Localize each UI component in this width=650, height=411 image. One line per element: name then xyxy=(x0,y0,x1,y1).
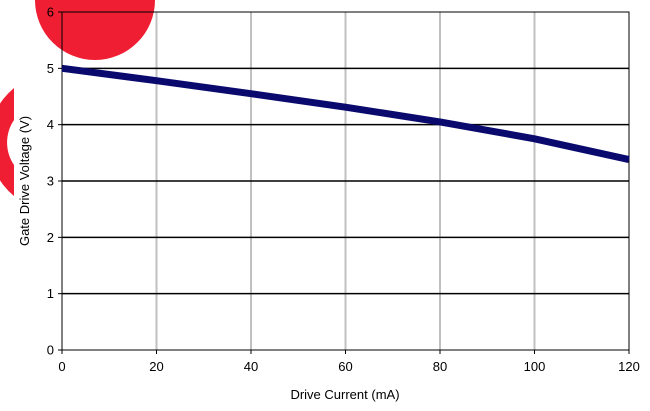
y-tick-label-3: 3 xyxy=(47,174,54,189)
y-tick-label-6: 6 xyxy=(47,5,54,20)
y-tick-label-5: 5 xyxy=(47,61,54,76)
x-tick-label-0: 0 xyxy=(58,359,65,374)
x-axis-ticks: 0 20 40 60 80 100 120 xyxy=(58,350,640,374)
decorative-red-shapes xyxy=(0,0,155,196)
y-tick-label-2: 2 xyxy=(47,230,54,245)
y-tick-label-0: 0 xyxy=(47,343,54,358)
x-tick-label-120: 120 xyxy=(618,359,640,374)
x-tick-label-40: 40 xyxy=(244,359,258,374)
y-axis-title: Gate Drive Voltage (V) xyxy=(17,116,32,246)
x-tick-label-80: 80 xyxy=(433,359,447,374)
y-axis-ticks: 0 1 2 3 4 5 6 xyxy=(47,5,62,358)
x-axis-title: Drive Current (mA) xyxy=(290,387,399,402)
x-tick-label-100: 100 xyxy=(524,359,546,374)
y-tick-label-4: 4 xyxy=(47,117,54,132)
horizontal-gridlines xyxy=(62,67,629,295)
y-tick-label-1: 1 xyxy=(47,286,54,301)
red-arc-left xyxy=(0,88,14,196)
series-layer xyxy=(61,64,630,164)
x-tick-label-60: 60 xyxy=(338,359,352,374)
x-tick-label-20: 20 xyxy=(149,359,163,374)
red-arc-top xyxy=(35,0,155,60)
